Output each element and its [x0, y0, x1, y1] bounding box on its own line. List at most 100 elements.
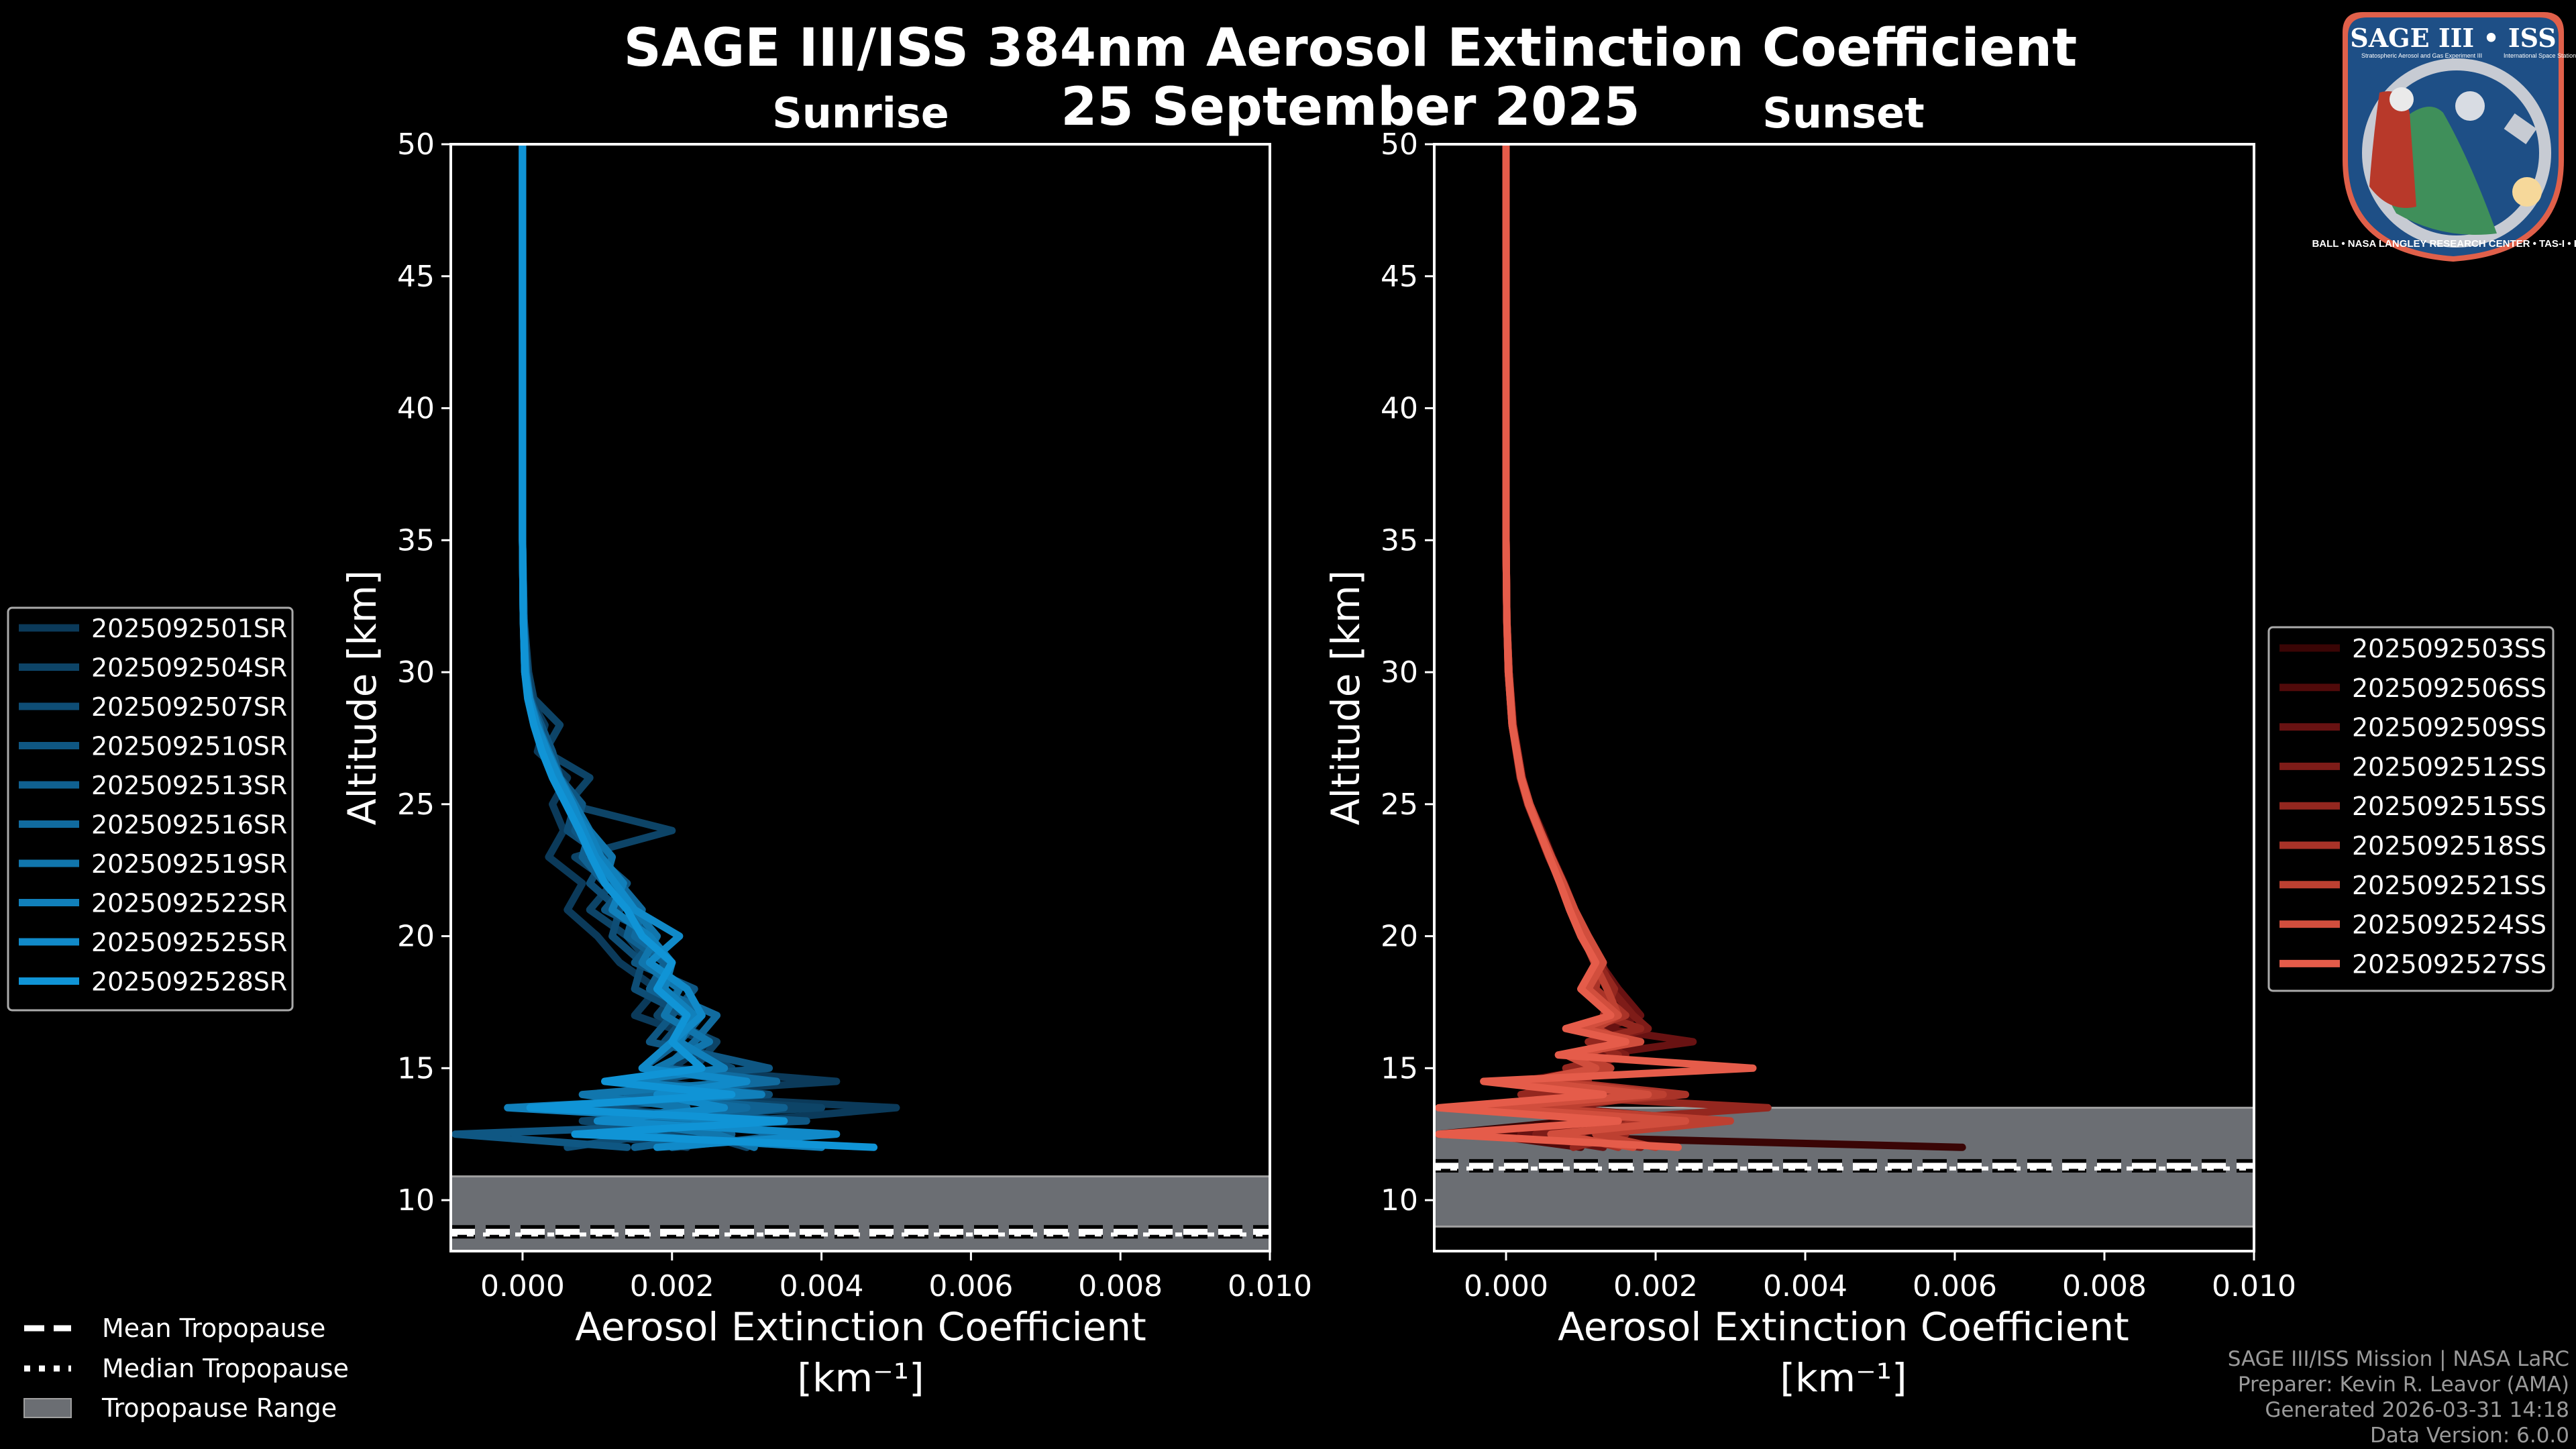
sunset-y-tick-label: 45 [1381, 260, 1418, 294]
iss-icon [2504, 113, 2537, 144]
sunset-y-tick-label: 10 [1381, 1183, 1418, 1218]
sunrise-x-axis-unit: [km⁻¹] [797, 1355, 924, 1401]
sunset-profiles [1435, 144, 1966, 1151]
sunset-legend-label: 2025092521SS [2352, 871, 2546, 900]
sun-icon [2512, 177, 2542, 207]
sunrise-legend-label: 2025092528SR [91, 967, 287, 997]
sunset-x-axis-label: Aerosol Extinction Coefficient [1558, 1304, 2129, 1350]
sunrise-tropopause-layer [451, 1175, 1270, 1251]
sunrise-y-tick-label: 40 [397, 392, 435, 426]
sunset-legend-label: 2025092527SS [2352, 949, 2546, 979]
credit-line: Generated 2026-03-31 14:18 [2265, 1398, 2569, 1422]
sunrise-y-tick-label: 10 [397, 1183, 435, 1218]
sunset-x-tick-label: 0.002 [1613, 1269, 1698, 1303]
credit-line: Data Version: 6.0.0 [2370, 1424, 2569, 1448]
sunrise-y-tick-label: 45 [397, 260, 435, 294]
mean-tropopause-label: Mean Tropopause [102, 1313, 325, 1343]
sunrise-x-tick-label: 0.010 [1228, 1269, 1312, 1303]
sunrise-tropopause-lines [451, 1225, 1270, 1239]
median-tropopause-label: Median Tropopause [102, 1354, 349, 1383]
sunrise-x-tick-label: 0.000 [480, 1269, 565, 1303]
sunrise-legend-label: 2025092501SR [91, 614, 287, 643]
sunrise-panel-title: Sunrise [772, 89, 949, 138]
sunrise-legend-label: 2025092510SR [91, 732, 287, 761]
sunrise-x-axis-label: Aerosol Extinction Coefficient [575, 1304, 1146, 1350]
badge-title: SAGE III • ISS [2350, 23, 2556, 53]
sunrise-profile-2025092507SR [519, 144, 773, 1151]
sunrise-y-tick-label: 30 [397, 655, 435, 690]
sunrise-profile-2025092519SR [519, 144, 758, 1151]
sunrise-profile-2025092510SR [451, 144, 810, 1151]
sunrise-legend-label: 2025092522SR [91, 889, 287, 918]
wizard-head-icon [2390, 87, 2414, 111]
sunrise-y-tick-label: 20 [397, 920, 435, 954]
sunrise-y-tick-label: 15 [397, 1051, 435, 1085]
sunset-y-tick-label: 40 [1381, 392, 1418, 426]
sunset-panel-title: Sunset [1762, 89, 1925, 138]
credits: SAGE III/ISS Mission | NASA LaRC Prepare… [2228, 1347, 2569, 1448]
sunset-x-tick-label: 0.010 [2212, 1269, 2296, 1303]
sunset-profile-2025092506SS [1480, 144, 1674, 1151]
credit-line: Preparer: Kevin R. Leavor (AMA) [2238, 1373, 2569, 1397]
sunrise-y-tick-label: 25 [397, 788, 435, 822]
sunrise-y-tick-label: 35 [397, 523, 435, 557]
tropopause-legend: Mean Tropopause Median Tropopause Tropop… [23, 1313, 349, 1423]
badge-ring-text: BALL • NASA LANGLEY RESEARCH CENTER • TA… [2312, 238, 2576, 250]
sunrise-x-tick-label: 0.002 [630, 1269, 714, 1303]
sunset-legend-label: 2025092518SS [2352, 831, 2546, 861]
sunset-legend-label: 2025092512SS [2352, 752, 2546, 782]
tropopause-range-swatch [23, 1398, 72, 1418]
sunset-legend: 2025092503SS 2025092506SS 2025092509SS 2025… [2267, 626, 2555, 992]
sunset-y-tick-label: 25 [1381, 788, 1418, 822]
badge-ring-icon [2362, 58, 2551, 248]
sunset-legend-label: 2025092506SS [2352, 674, 2546, 703]
sunrise-legend-label: 2025092513SR [91, 771, 287, 800]
mission-badge-logo: SAGE III • ISS Stratospheric Aerosol and… [2312, 12, 2576, 262]
sunrise-y-tick-label: 50 [397, 127, 435, 162]
sunset-legend-label: 2025092503SS [2352, 634, 2546, 663]
sunrise-profiles [451, 144, 900, 1151]
wizard-icon [2369, 91, 2416, 208]
sunrise-legend-label: 2025092519SR [91, 849, 287, 879]
sunset-x-tick-label: 0.008 [2062, 1269, 2147, 1303]
sunset-axes-frame [1433, 143, 2255, 1252]
sunset-x-ticks: 0.000 0.002 0.004 0.006 0.008 0.010 [1464, 1251, 2296, 1303]
sunset-legend-label: 2025092515SS [2352, 792, 2546, 821]
sunset-legend-label: 2025092509SS [2352, 713, 2546, 743]
sunrise-x-tick-label: 0.006 [928, 1269, 1013, 1303]
sunset-x-tick-label: 0.004 [1763, 1269, 1847, 1303]
sunrise-x-tick-label: 0.004 [780, 1269, 864, 1303]
badge-subtitle-left: Stratospheric Aerosol and Gas Experiment… [2361, 52, 2482, 59]
sunrise-profile-2025092528SR [519, 144, 878, 1151]
sunrise-x-ticks: 0.000 0.002 0.004 0.006 0.008 0.010 [480, 1251, 1312, 1303]
sunset-y-tick-label: 50 [1381, 127, 1418, 162]
moon-icon [2455, 91, 2485, 121]
sunrise-x-tick-label: 0.008 [1078, 1269, 1163, 1303]
sunset-legend-box [2267, 626, 2555, 992]
sunrise-legend-label: 2025092525SR [91, 928, 287, 957]
sunrise-profile-2025092501SR [519, 144, 900, 1151]
figure-date: 25 September 2025 [1061, 77, 1640, 138]
sunrise-tropopause-range [451, 1175, 1270, 1251]
sunset-profile-2025092527SS [1435, 144, 1757, 1151]
sunset-profile-2025092515SS [1502, 144, 1772, 1151]
sunset-tropopause-lines [1434, 1159, 2254, 1173]
sunset-y-ticks: 10 15 20 25 30 35 40 45 50 [1381, 127, 1434, 1218]
sunset-y-tick-label: 30 [1381, 655, 1418, 690]
sunrise-legend-label: 2025092504SR [91, 653, 287, 683]
sunrise-y-axis-label: Altitude [km] [339, 570, 385, 825]
sunset-y-tick-label: 20 [1381, 920, 1418, 954]
sunrise-axes-frame [449, 143, 1271, 1252]
tropopause-range-label: Tropopause Range [101, 1393, 337, 1423]
sunrise-legend-label: 2025092516SR [91, 810, 287, 840]
figure-title: SAGE III/ISS 384nm Aerosol Extinction Co… [624, 18, 2078, 78]
sunset-legend-label: 2025092524SS [2352, 910, 2546, 940]
badge-subtitle-right: International Space Station [2504, 52, 2576, 59]
credit-line: SAGE III/ISS Mission | NASA LaRC [2228, 1347, 2569, 1371]
sunrise-legend-label: 2025092507SR [91, 692, 287, 722]
sunset-x-tick-label: 0.000 [1464, 1269, 1548, 1303]
sunset-x-axis-unit: [km⁻¹] [1780, 1355, 1907, 1401]
